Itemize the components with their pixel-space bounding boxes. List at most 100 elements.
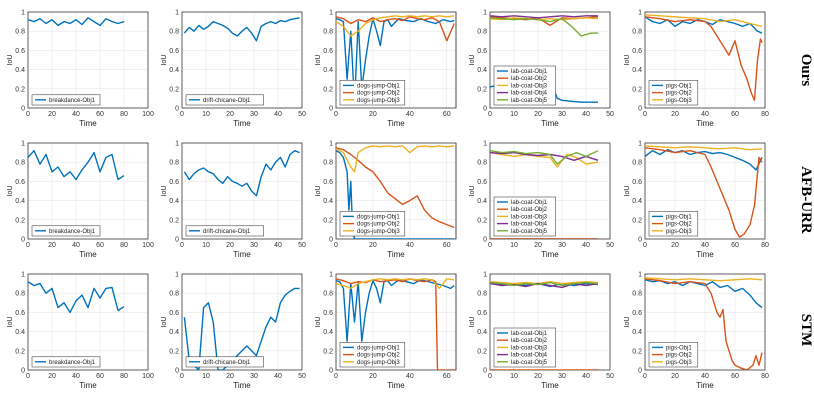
x-tick-label: 0 (643, 242, 647, 249)
x-tick-label: 0 (488, 373, 492, 380)
x-tick-label: 0 (180, 111, 184, 118)
series-group (490, 281, 599, 370)
plot-border (27, 273, 149, 371)
x-tick-label: 60 (96, 242, 104, 249)
y-tick-label: 0.2 (477, 217, 487, 224)
plot-panel: 0 20 40 60 80 100 0 0.2 0.4 0.6 0.8 1 Time IoU breakda… (7, 10, 154, 129)
y-tick-label: 0.6 (15, 179, 25, 186)
legend-entry: pigs-Obj3 (666, 98, 692, 104)
y-axis-label: IoU (624, 186, 631, 197)
x-tick-label: 40 (274, 111, 282, 118)
x-tick-label: 50 (606, 373, 614, 380)
series-line-pigs-Obj2 (645, 278, 763, 370)
plot-panel: 0 10 20 30 40 50 0 0.2 0.4 0.6 0.8 1 Time IoU drift-ch… (161, 272, 306, 391)
plot-panel: 0 10 20 30 40 50 0 0.2 0.4 0.6 0.8 1 Time IoU lab-coat… (469, 141, 614, 260)
y-axis-label: IoU (161, 55, 168, 66)
series-group (28, 17, 125, 27)
y-axis-label: IoU (7, 186, 14, 197)
legend-entry: pigs-Obj1 (666, 345, 692, 351)
x-tick-label: 40 (72, 111, 80, 118)
x-tick-label: 20 (226, 373, 234, 380)
y-tick-label: 0.6 (632, 48, 642, 55)
x-tick-label: 50 (298, 111, 306, 118)
series-line-pigs-Obj3 (645, 145, 763, 151)
x-axis-label: Time (387, 381, 405, 390)
y-tick-label: 0.8 (169, 29, 179, 36)
x-tick-label: 30 (250, 242, 258, 249)
legend-entry: lab-coat-Obj2 (511, 207, 548, 213)
y-axis-label: IoU (469, 55, 476, 66)
x-tick-label: 50 (606, 242, 614, 249)
x-tick-label: 0 (488, 111, 492, 118)
y-tick-label: 0.4 (15, 198, 25, 205)
x-axis-label: Time (387, 250, 405, 259)
legend-entry: lab-coat-Obj3 (511, 345, 548, 351)
legend-entry: lab-coat-Obj4 (511, 91, 548, 97)
y-tick-label: 0.8 (323, 160, 333, 167)
legend-entry: lab-coat-Obj1 (511, 331, 548, 337)
legend-entry: lab-coat-Obj5 (511, 98, 548, 104)
x-tick-label: 40 (274, 242, 282, 249)
y-tick-label: 1 (638, 141, 642, 148)
x-tick-label: 60 (96, 111, 104, 118)
y-tick-label: 0.6 (169, 310, 179, 317)
x-axis-label: Time (233, 119, 251, 128)
y-tick-label: 0.6 (632, 310, 642, 317)
y-tick-label: 0.2 (169, 86, 179, 93)
y-tick-label: 0.6 (15, 310, 25, 317)
series-line-lab-coat-Obj5 (490, 150, 599, 165)
y-tick-label: 1 (483, 141, 487, 148)
x-axis-label: Time (79, 119, 97, 128)
x-tick-label: 60 (731, 111, 739, 118)
y-tick-label: 1 (638, 272, 642, 279)
y-tick-label: 1 (21, 272, 25, 279)
x-tick-label: 0 (334, 242, 338, 249)
x-tick-label: 40 (406, 373, 414, 380)
y-tick-label: 0.6 (323, 310, 333, 317)
x-tick-label: 20 (48, 373, 56, 380)
y-tick-label: 1 (638, 10, 642, 17)
y-tick-label: 0.4 (169, 198, 179, 205)
x-tick-label: 40 (582, 111, 590, 118)
y-tick-label: 0.4 (15, 329, 25, 336)
x-tick-label: 40 (72, 242, 80, 249)
legend-entry: lab-coat-Obj5 (511, 360, 548, 366)
y-tick-label: 0.4 (632, 329, 642, 336)
series-line-lab-coat-Obj4 (490, 15, 598, 19)
x-tick-label: 10 (510, 373, 518, 380)
y-axis-label: IoU (315, 186, 322, 197)
x-tick-label: 20 (48, 242, 56, 249)
x-tick-label: 80 (120, 373, 128, 380)
x-tick-label: 40 (701, 111, 709, 118)
series-line-dogs-jump-Obj3 (336, 145, 455, 173)
x-tick-label: 10 (510, 111, 518, 118)
series-line-dogs-jump-Obj1 (336, 150, 455, 239)
y-tick-label: 0.4 (477, 329, 487, 336)
y-tick-label: 0 (21, 368, 25, 375)
plot-border (181, 11, 303, 109)
series-line-pigs-Obj3 (645, 277, 763, 282)
series-group (336, 145, 455, 239)
legend-entry: breakdance-Obj1 (49, 360, 96, 366)
y-tick-label: 0 (21, 106, 25, 113)
legend-entry: lab-coat-Obj2 (511, 338, 548, 344)
legend-entry: dogs-jump-Obj1 (357, 83, 400, 89)
y-tick-label: 0.6 (477, 48, 487, 55)
x-tick-label: 0 (26, 373, 30, 380)
y-tick-label: 0.6 (323, 179, 333, 186)
plot-border (27, 142, 149, 240)
y-tick-label: 0.2 (169, 217, 179, 224)
x-axis-label: Time (541, 250, 559, 259)
x-axis-label: Time (696, 381, 714, 390)
series-group (645, 145, 763, 238)
legend-entry: breakdance-Obj1 (49, 98, 96, 104)
x-tick-label: 60 (731, 242, 739, 249)
series-line-drift-chicane-Obj1 (183, 17, 300, 42)
x-tick-label: 40 (406, 242, 414, 249)
plot-panel: 0 10 20 30 40 50 0 0.2 0.4 0.6 0.8 1 Time IoU drift-ch… (161, 141, 306, 260)
legend-entry: dogs-jump-Obj2 (357, 222, 400, 228)
x-tick-label: 40 (582, 242, 590, 249)
x-tick-label: 10 (202, 373, 210, 380)
y-tick-label: 0.6 (169, 48, 179, 55)
x-tick-label: 40 (406, 111, 414, 118)
